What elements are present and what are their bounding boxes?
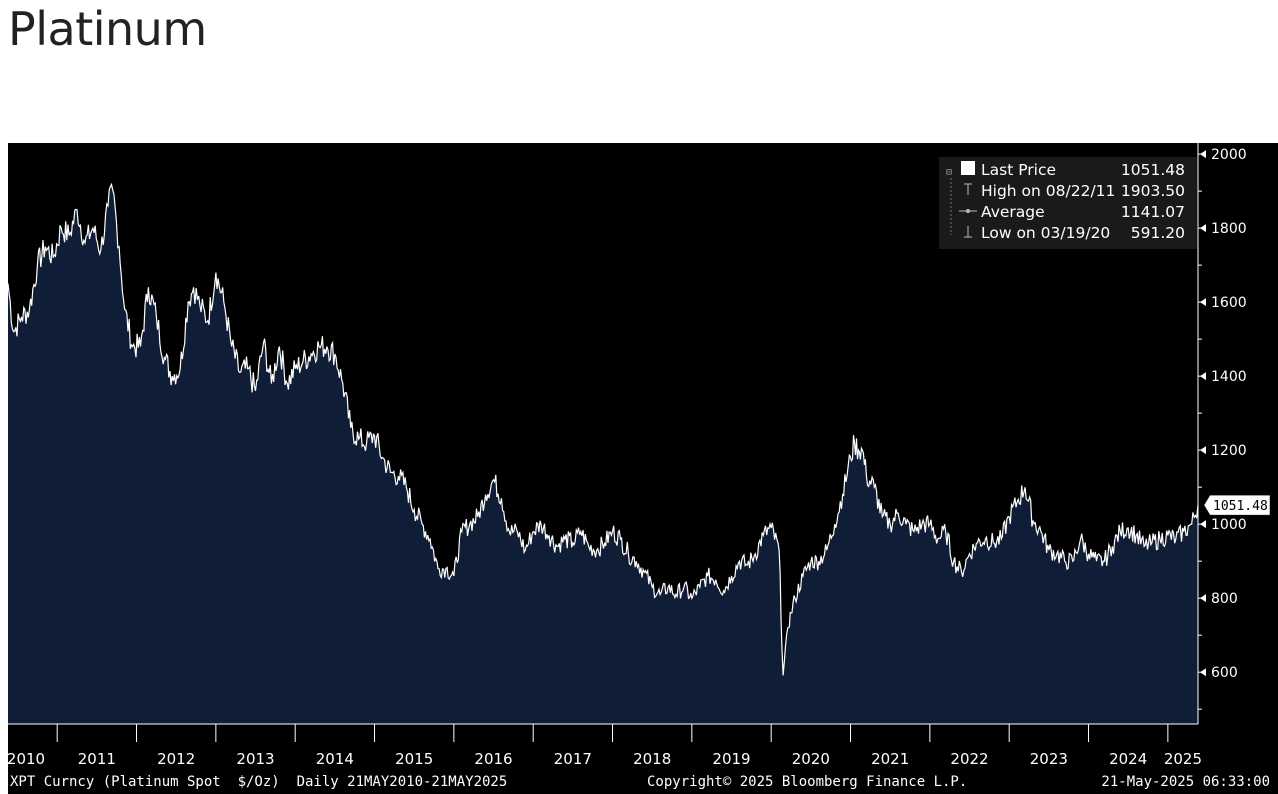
y-tick-label: 2000	[1211, 147, 1247, 163]
x-tick-label: 2025	[1164, 750, 1202, 768]
average-marker-icon	[959, 209, 977, 213]
last-price-marker-label: 1051.48	[1213, 499, 1268, 514]
x-tick-label: 2018	[633, 750, 671, 768]
price-line	[8, 182, 1199, 676]
y-tick-arrow	[1200, 224, 1206, 233]
x-tick-label: 2012	[157, 750, 195, 768]
x-tick-label: 2010	[8, 750, 45, 768]
last-price-marker: 1051.48	[1203, 494, 1271, 516]
y-tick-arrow	[1200, 520, 1206, 529]
y-tick-label: 1600	[1211, 295, 1247, 311]
x-tick-label: 2015	[395, 750, 433, 768]
y-tick-label: 600	[1211, 665, 1238, 681]
y-tick-arrow	[1200, 372, 1206, 381]
x-tick-label: 2016	[474, 750, 512, 768]
footer-ticker-info: XPT Curncy (Platinum Spot $/Oz) Daily 21…	[10, 774, 507, 790]
footer-copyright: Copyright© 2025 Bloomberg Finance L.P.	[647, 774, 967, 790]
last-price-marker-box	[1203, 494, 1271, 516]
y-tick-label: 1400	[1211, 369, 1247, 385]
last-price-swatch	[961, 161, 975, 175]
x-tick-label: 2023	[1030, 750, 1068, 768]
y-tick-arrow	[1200, 446, 1206, 455]
y-tick-label: 1000	[1211, 517, 1247, 533]
x-tick-label: 2021	[871, 750, 909, 768]
x-tick-label: 2024	[1109, 750, 1147, 768]
x-tick-label: 2020	[792, 750, 830, 768]
legend-low-label: Low on 03/19/20	[981, 224, 1110, 242]
y-tick-arrow	[1200, 150, 1206, 159]
footer-timestamp: 21-May-2025 06:33:00	[1101, 774, 1270, 790]
legend-last-price-label: Last Price	[981, 161, 1056, 179]
chart-panel: 600 800 1000 1200 1400 1600 1800 2000 2010 2011 2…	[8, 143, 1278, 794]
y-tick-arrow	[1200, 668, 1206, 677]
y-tick-arrow	[1200, 298, 1206, 307]
collapse-icon[interactable]: ⊟	[946, 167, 952, 178]
x-tick-label: 2014	[316, 750, 354, 768]
y-axis: 600 800 1000 1200 1400 1600 1800 2000	[1197, 143, 1247, 724]
plot-area	[8, 182, 1199, 724]
x-tick-label: 2017	[554, 750, 592, 768]
legend-average-value: 1141.07	[1121, 203, 1185, 221]
y-tick-label: 1200	[1211, 443, 1247, 459]
x-tick-label: 2011	[78, 750, 116, 768]
legend-high-label: High on 08/22/11	[981, 182, 1115, 200]
y-tick-label: 800	[1211, 591, 1238, 607]
legend: ⊟ Last Price 1051.48 High on 08/22/11 19…	[939, 157, 1197, 249]
high-marker-icon	[964, 183, 972, 195]
legend-background	[939, 157, 1197, 249]
legend-average-label: Average	[981, 203, 1045, 221]
y-tick-label: 1800	[1211, 221, 1247, 237]
low-marker-icon	[964, 226, 972, 238]
legend-last-price-value: 1051.48	[1121, 161, 1185, 179]
x-tick-label: 2019	[712, 750, 750, 768]
x-tick-label: 2022	[950, 750, 988, 768]
price-area-fill	[8, 184, 1198, 724]
x-axis: 2010 2011 2012 2013 2014 2015 2016 2017 2018 2019…	[8, 723, 1202, 768]
x-tick-label: 2013	[236, 750, 274, 768]
legend-high-value: 1903.50	[1121, 182, 1185, 200]
y-tick-arrow	[1200, 594, 1206, 603]
legend-low-value: 591.20	[1131, 224, 1185, 242]
page-title: Platinum	[8, 2, 207, 56]
